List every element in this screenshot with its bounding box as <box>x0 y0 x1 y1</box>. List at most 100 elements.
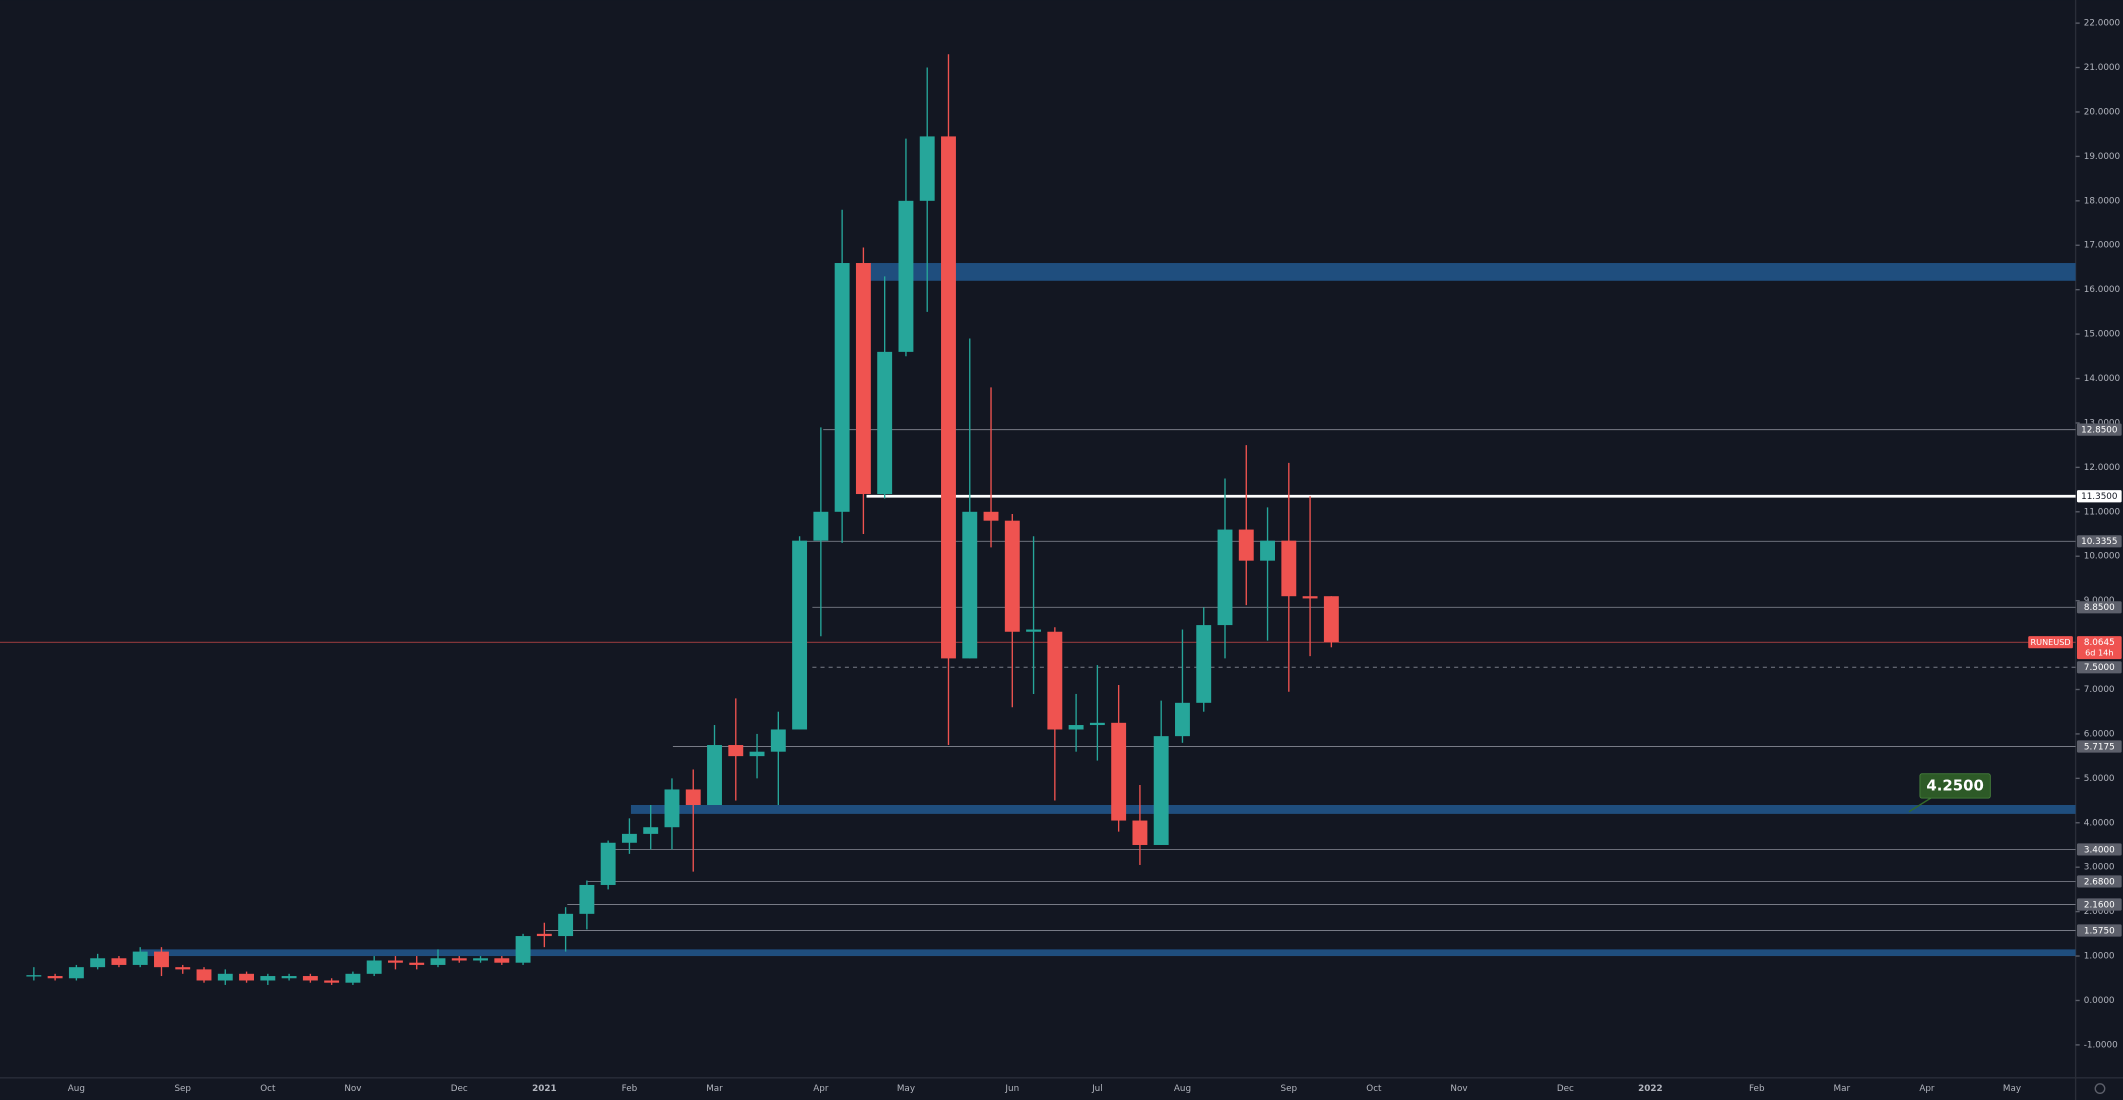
level-label: 5.7175 <box>2084 742 2115 752</box>
candle-body <box>154 951 169 968</box>
x-tick-label: Aug <box>68 1084 85 1094</box>
level-label: 1.5750 <box>2084 926 2115 936</box>
y-tick-label: 19.0000 <box>2084 152 2121 162</box>
candle-body <box>217 973 233 981</box>
candle-body <box>877 351 893 495</box>
y-tick-label: 3.0000 <box>2084 863 2115 873</box>
annotation-box <box>1919 773 1991 799</box>
level-label-box <box>2076 601 2122 614</box>
x-tick-label: Nov <box>344 1084 361 1094</box>
level-label-box <box>2076 875 2122 888</box>
candle-body <box>1175 702 1190 737</box>
candle-body <box>1068 725 1084 730</box>
candle-body <box>345 973 361 983</box>
y-tick-label: 6.0000 <box>2084 729 2115 739</box>
candle-body <box>260 976 276 981</box>
x-tick-label: Mar <box>706 1084 723 1094</box>
x-tick-label: Jun <box>1004 1084 1019 1094</box>
candle-body <box>1281 540 1297 597</box>
y-tick-label: 10.0000 <box>2084 552 2121 562</box>
candle-body <box>1153 736 1169 845</box>
candle-body <box>898 200 914 352</box>
candle-body <box>749 751 765 757</box>
candle-body <box>664 789 680 828</box>
level-label-box <box>2076 423 2122 436</box>
candle-body <box>558 913 574 937</box>
candle-body <box>366 960 382 974</box>
zone <box>866 263 2076 281</box>
last-price-box <box>2076 636 2122 660</box>
candle-body <box>47 976 63 979</box>
y-tick-label: 9.0000 <box>2084 596 2115 606</box>
candle-body <box>1302 596 1318 599</box>
candle-body <box>813 511 829 541</box>
annotation-pointer <box>1908 797 1932 813</box>
candle-body <box>68 967 84 979</box>
y-tick-label: 16.0000 <box>2084 285 2121 295</box>
candle-body <box>1217 529 1233 626</box>
candle-body <box>388 960 403 963</box>
candle-body <box>792 540 808 730</box>
candle-body <box>175 967 191 970</box>
candle-body <box>770 729 786 752</box>
x-tick-label: 2021 <box>532 1084 556 1094</box>
candle-body <box>983 511 999 521</box>
candle-body <box>451 958 467 961</box>
level-label: 10.3355 <box>2081 537 2117 547</box>
y-tick-label: 18.0000 <box>2084 196 2121 206</box>
candle-body <box>600 842 616 885</box>
candle-body <box>324 980 340 983</box>
x-tick-label: Apr <box>1919 1084 1935 1094</box>
candle-body <box>111 958 127 965</box>
candle-body <box>90 958 106 968</box>
candle-body <box>962 511 978 659</box>
y-tick-label: 21.0000 <box>2084 63 2121 73</box>
candle-body <box>239 973 255 981</box>
candle-body <box>536 933 552 937</box>
candle-body <box>1260 540 1275 561</box>
x-tick-label: May <box>2003 1084 2021 1094</box>
candle-body <box>834 263 850 512</box>
level-label: 2.1600 <box>2084 900 2115 910</box>
x-tick-label: Dec <box>1557 1084 1574 1094</box>
y-tick-label: 0.0000 <box>2084 996 2115 1006</box>
x-tick-label: Dec <box>451 1084 468 1094</box>
x-tick-label: Feb <box>1749 1084 1765 1094</box>
y-tick-label: 15.0000 <box>2084 330 2121 340</box>
candle-body <box>621 833 637 843</box>
y-tick-label: 14.0000 <box>2084 374 2121 384</box>
level-label-box <box>2076 661 2122 674</box>
settings-icon[interactable] <box>2094 1083 2106 1095</box>
candle-body <box>579 884 595 914</box>
candle-body <box>855 263 871 495</box>
x-tick-label: Apr <box>813 1084 829 1094</box>
x-tick-label: Nov <box>1450 1084 1467 1094</box>
candle-body <box>1111 722 1127 821</box>
candle-body <box>302 976 318 981</box>
x-tick-label: Jul <box>1091 1084 1103 1094</box>
level-label-box <box>2076 924 2122 937</box>
y-tick-label: 4.0000 <box>2084 818 2115 828</box>
y-tick-label: 7.0000 <box>2084 685 2115 695</box>
x-tick-label: Sep <box>1281 1084 1298 1094</box>
candle-body <box>1004 520 1020 632</box>
symbol-box <box>2028 636 2073 649</box>
y-tick-label: 5.0000 <box>2084 774 2115 784</box>
y-tick-label: 2.0000 <box>2084 907 2115 917</box>
x-tick-label: Aug <box>1174 1084 1191 1094</box>
x-tick-label: 2022 <box>1638 1084 1662 1094</box>
x-tick-label: Mar <box>1834 1084 1851 1094</box>
x-tick-label: Oct <box>1366 1084 1382 1094</box>
y-tick-label: 13.0000 <box>2084 418 2121 428</box>
level-label: 7.5000 <box>2084 663 2115 673</box>
level-label: 2.6800 <box>2084 877 2115 887</box>
zone <box>630 805 2076 814</box>
level-label: 8.8500 <box>2084 603 2115 613</box>
candle-body <box>1132 820 1148 845</box>
zone <box>140 949 2076 957</box>
level-label: 12.8500 <box>2081 426 2118 436</box>
candle-body <box>941 136 956 659</box>
y-tick-label: 11.0000 <box>2084 507 2121 517</box>
